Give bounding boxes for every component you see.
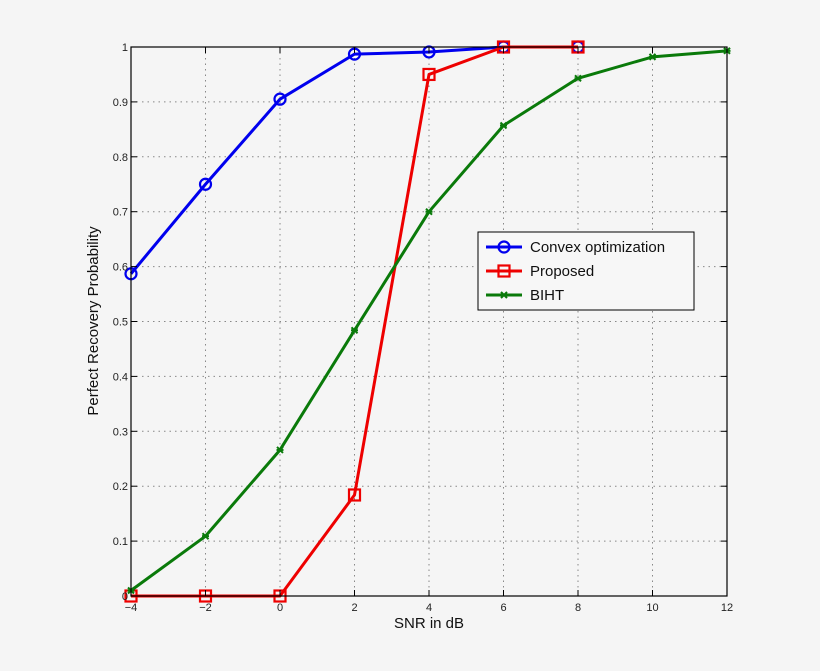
y-tick-label: 0.1 bbox=[113, 536, 128, 548]
legend-item: Proposed bbox=[486, 263, 594, 280]
star-marker bbox=[350, 326, 359, 334]
x-tick-label: 10 bbox=[646, 602, 658, 614]
x-tick-label: 12 bbox=[721, 602, 733, 614]
legend-item: BIHT bbox=[486, 287, 564, 304]
x-tick-label: 0 bbox=[277, 602, 283, 614]
series-biht bbox=[127, 47, 731, 595]
x-tick-label: −2 bbox=[199, 602, 212, 614]
star-marker bbox=[425, 207, 433, 216]
y-tick-label: 1 bbox=[122, 42, 128, 54]
star-marker bbox=[574, 74, 582, 83]
star-marker bbox=[648, 53, 657, 61]
circle-marker bbox=[273, 92, 287, 106]
y-tick-label: 0.5 bbox=[113, 317, 128, 329]
y-tick-label: 0.8 bbox=[113, 152, 128, 164]
y-tick-label: 0.7 bbox=[113, 207, 128, 219]
x-tick-label: 8 bbox=[575, 602, 581, 614]
y-axis-label: Perfect Recovery Probability bbox=[85, 226, 102, 416]
y-tick-label: 0.9 bbox=[113, 97, 128, 109]
legend-label: Proposed bbox=[530, 263, 594, 280]
x-tick-label: −4 bbox=[125, 602, 138, 614]
square-marker bbox=[422, 67, 436, 82]
legend-label: Convex optimization bbox=[530, 239, 665, 256]
axis-ticks: −4 −2 0 2 4 6 8 10 12 0 0.1 0.2 0.3 0.4 0.5 0.6 0.7 0.8 0.… bbox=[113, 42, 733, 614]
y-tick-label: 0 bbox=[122, 591, 128, 603]
y-tick-label: 0.3 bbox=[113, 426, 128, 438]
x-tick-label: 2 bbox=[351, 602, 357, 614]
legend: Convex optimization Proposed BIHT bbox=[477, 231, 695, 311]
x-tick-label: 4 bbox=[426, 602, 432, 614]
y-tick-label: 0.4 bbox=[113, 371, 128, 383]
square-marker bbox=[497, 264, 511, 278]
star-marker bbox=[201, 532, 210, 540]
star-marker bbox=[276, 446, 284, 454]
legend-item: Convex optimization bbox=[486, 239, 665, 256]
square-marker bbox=[347, 488, 362, 502]
star-marker bbox=[500, 291, 508, 299]
legend-label: BIHT bbox=[530, 287, 564, 304]
circle-marker bbox=[198, 177, 213, 191]
y-tick-label: 0.2 bbox=[113, 481, 128, 493]
circle-marker bbox=[497, 240, 511, 254]
x-tick-label: 6 bbox=[500, 602, 506, 614]
x-axis-label: SNR in dB bbox=[394, 615, 464, 632]
star-marker bbox=[499, 121, 508, 130]
y-tick-label: 0.6 bbox=[113, 262, 128, 274]
